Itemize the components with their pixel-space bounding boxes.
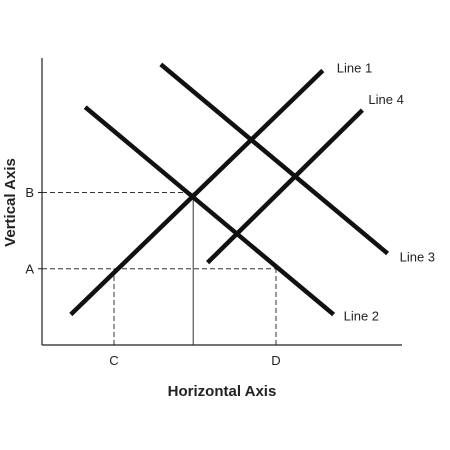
series-line-1	[69, 68, 325, 317]
x-axis-title: Horizontal Axis	[168, 383, 277, 400]
series-line-2	[83, 105, 336, 317]
series-line-4	[206, 108, 364, 265]
series-lines	[69, 62, 390, 317]
y-axis-title: Vertical Axis	[2, 158, 19, 247]
y-tick-label-2: B	[25, 185, 34, 200]
tick-labels: A B C D	[25, 185, 280, 368]
x-tick-label-2: D	[271, 353, 280, 368]
y-tick-label-1: A	[25, 261, 34, 276]
line-label-1: Line 1	[337, 61, 372, 76]
line-labels: Line 1 Line 2 Line 3 Line 4	[337, 61, 435, 324]
reference-lines	[42, 192, 277, 345]
line-label-4: Line 4	[368, 92, 403, 107]
line-label-3: Line 3	[400, 250, 435, 265]
x-tick-label-1: C	[109, 353, 118, 368]
series-line-3	[159, 62, 390, 256]
line-label-2: Line 2	[344, 309, 379, 324]
axes	[41, 58, 402, 346]
